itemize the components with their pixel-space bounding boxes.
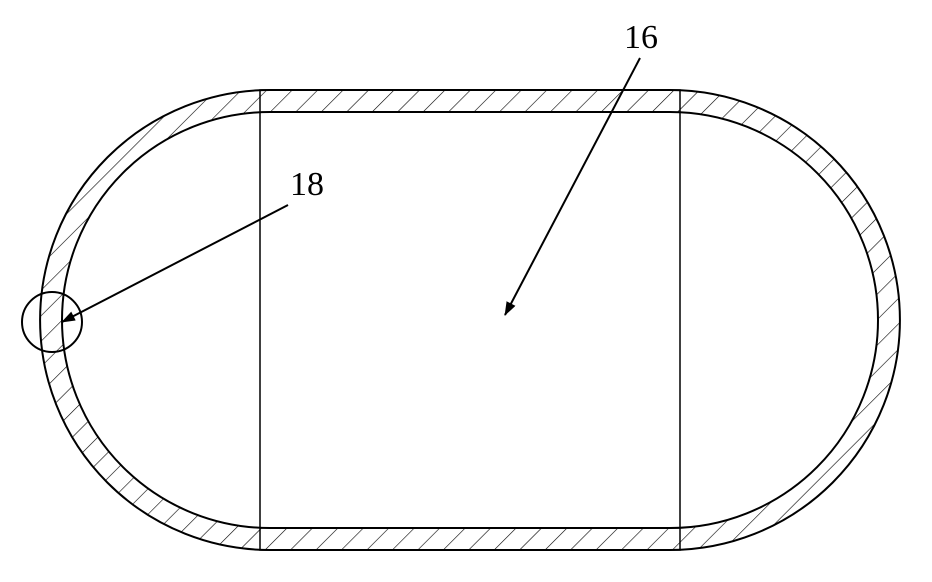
outer-outline bbox=[40, 90, 900, 550]
inner-outline bbox=[62, 112, 878, 528]
label-18: 18 bbox=[290, 166, 324, 203]
leader-18 bbox=[62, 205, 288, 322]
diagram-canvas: 1618 bbox=[0, 0, 932, 582]
ring-hatch bbox=[40, 90, 900, 550]
label-16: 16 bbox=[624, 19, 658, 56]
diagram-svg: 1618 bbox=[0, 0, 932, 582]
inner-rectangle bbox=[260, 90, 680, 550]
